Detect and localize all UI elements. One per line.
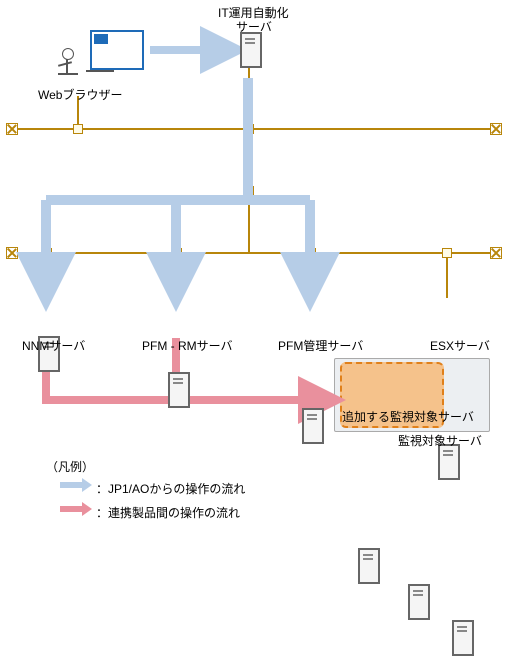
- pfm-mgr-server-icon: [302, 408, 324, 444]
- legend-red-text: ：連携製品間の操作の流れ: [96, 504, 240, 521]
- automation-server-icon: [240, 32, 262, 68]
- add-target-label: 追加する監視対象サーバ: [342, 408, 474, 425]
- target-server-icon: [408, 584, 430, 620]
- drop-line: [46, 252, 48, 298]
- pfm-mgr-label: PFM管理サーバ: [278, 337, 363, 354]
- target-server-icon: [452, 620, 474, 656]
- esx-label: ESXサーバ: [430, 337, 490, 354]
- port-icon: [306, 248, 316, 258]
- drop-line: [176, 252, 178, 298]
- desk-icon: [86, 70, 114, 72]
- drop-line: [446, 252, 448, 298]
- target-server-icon: [358, 548, 380, 584]
- monitor-targets-label: 監視対象サーバ: [398, 432, 482, 449]
- port-icon: [73, 124, 83, 134]
- monitor-icon: [90, 30, 144, 70]
- legend-red-arrow-icon: [60, 504, 90, 514]
- pfm-rm-server-icon: [168, 372, 190, 408]
- bus-term-icon: [490, 247, 502, 259]
- esx-server-icon: [438, 444, 460, 480]
- drop-line: [248, 68, 250, 128]
- browser-label: Webブラウザー: [38, 86, 122, 103]
- bus-term-icon: [490, 123, 502, 135]
- port-icon: [172, 248, 182, 258]
- port-icon: [442, 248, 452, 258]
- port-icon: [42, 248, 52, 258]
- bus-2: [12, 252, 494, 254]
- legend-title: （凡例）: [46, 458, 94, 475]
- nnm-label: NNMサーバ: [22, 337, 85, 354]
- pfm-rm-label: PFM - RMサーバ: [142, 337, 233, 354]
- port-icon: [244, 186, 254, 196]
- legend-blue-arrow-icon: [60, 480, 90, 490]
- legend-blue-text: ：JP1/AOからの操作の流れ: [96, 480, 245, 497]
- drop-line: [310, 252, 312, 298]
- bus-term-icon: [6, 247, 18, 259]
- bus-term-icon: [6, 123, 18, 135]
- flow-arrows: [0, 0, 509, 529]
